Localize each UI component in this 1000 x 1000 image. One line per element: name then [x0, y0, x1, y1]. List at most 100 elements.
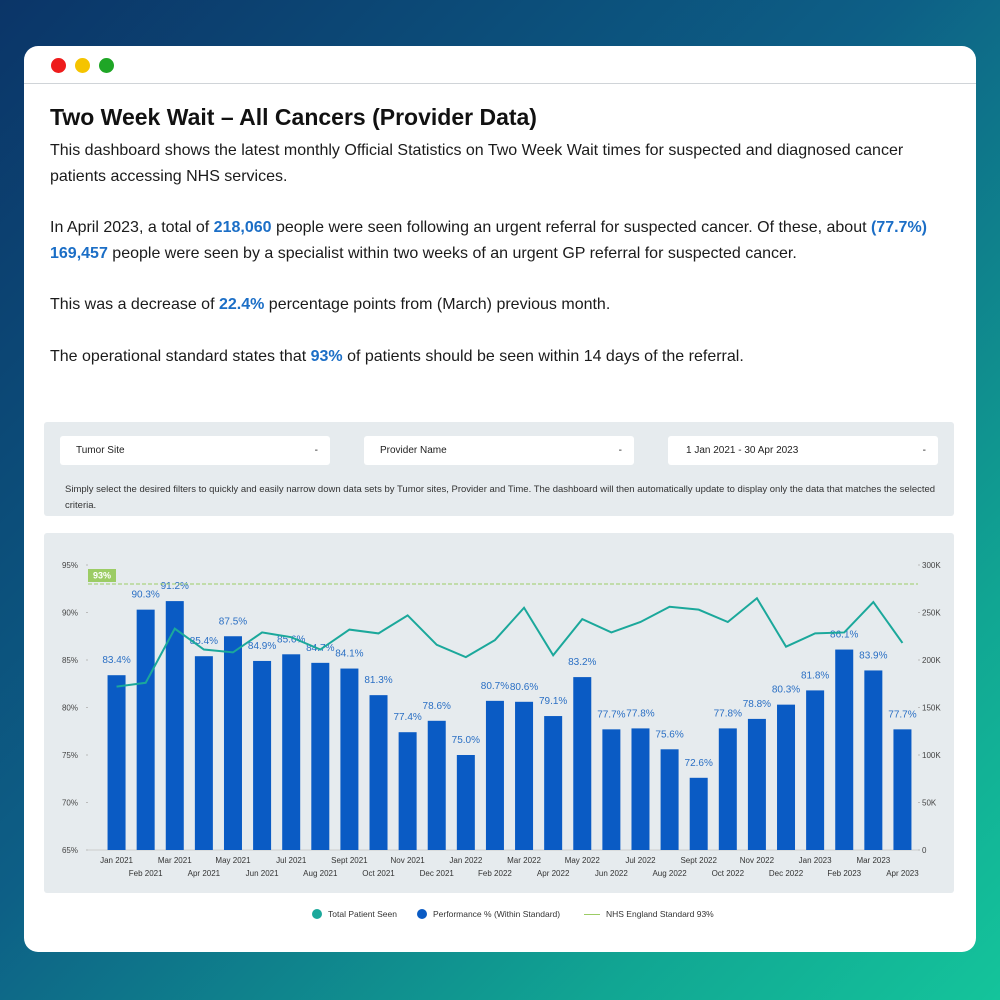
legend-item: Performance % (Within Standard)	[417, 909, 560, 919]
y2-tick-label: 150K	[922, 704, 941, 713]
bar	[311, 662, 330, 850]
bar	[631, 728, 650, 850]
x-tick-label: Apr 2023	[886, 869, 919, 878]
window: Two Week Wait – All Cancers (Provider Da…	[24, 46, 976, 952]
bar	[136, 609, 155, 850]
data-label: 77.7%	[888, 709, 916, 720]
dropdown[interactable]: Provider Name -	[364, 436, 634, 465]
data-label: 84.1%	[335, 649, 363, 660]
data-label: 81.3%	[364, 675, 392, 686]
maximize-button[interactable]	[99, 58, 114, 73]
dropdown-label: 1 Jan 2021 - 30 Apr 2023	[686, 445, 799, 456]
x-tick-label: Feb 2021	[129, 869, 163, 878]
chart: 65% 70% 75% 80% 85% 90% 95% 0 50K 100K 150K 200K 250…	[62, 561, 941, 878]
x-tick-label: Mar 2021	[158, 856, 192, 865]
x-tick-label: Mar 2022	[507, 856, 541, 865]
x-tick-label: Jan 2021	[100, 856, 133, 865]
data-label: 86.1%	[830, 630, 858, 641]
bar	[689, 777, 708, 850]
text-run: This was a decrease of	[50, 296, 219, 313]
x-tick-label: Jun 2022	[595, 869, 628, 878]
bar	[282, 654, 301, 850]
x-tick-label: Jun 2021	[246, 869, 279, 878]
legend-swatch	[584, 913, 600, 915]
x-tick-label: Oct 2022	[712, 869, 745, 878]
data-label: 80.6%	[510, 682, 538, 693]
text-run: This dashboard shows the latest monthly …	[50, 142, 904, 185]
data-label: 91.2%	[161, 581, 189, 592]
data-label: 90.3%	[131, 590, 159, 601]
legend-swatch	[417, 909, 427, 919]
x-tick-label: Sept 2022	[680, 856, 717, 865]
paragraph: The operational standard states that 93%…	[50, 344, 960, 370]
y-tick-label: 85%	[62, 656, 78, 665]
close-button[interactable]	[51, 58, 66, 73]
data-label: 85.4%	[190, 636, 218, 647]
bar	[660, 749, 679, 850]
x-tick-label: Jan 2023	[799, 856, 832, 865]
bar	[718, 728, 737, 850]
dropdown-label: Tumor Site	[76, 445, 125, 456]
text-run: In April 2023, a total of	[50, 219, 214, 236]
dropdown[interactable]: Tumor Site -	[60, 436, 330, 465]
dropdown-arrow: -	[314, 445, 318, 456]
data-label: 77.8%	[714, 708, 742, 719]
x-tick-label: Oct 2021	[362, 869, 395, 878]
y2-tick-label: 300K	[922, 561, 941, 570]
data-label: 83.9%	[859, 650, 887, 661]
summary: This dashboard shows the latest monthly …	[50, 138, 960, 395]
text-run: of patients should be seen within 14 day…	[342, 347, 744, 365]
data-label: 78.8%	[743, 699, 771, 710]
x-tick-label: Apr 2021	[188, 869, 221, 878]
dropdown[interactable]: 1 Jan 2021 - 30 Apr 2023 -	[668, 436, 938, 465]
text-run: people were seen following an urgent ref…	[271, 219, 871, 236]
x-tick-label: Nov 2022	[740, 856, 775, 865]
y-tick-label: 70%	[62, 799, 78, 808]
paragraph: In April 2023, a total of 218,060 people…	[50, 215, 960, 266]
data-label: 78.6%	[423, 701, 451, 712]
bar	[515, 701, 534, 850]
y-tick-label: 80%	[62, 704, 78, 713]
filter-description: Simply select the desired filters to qui…	[65, 484, 936, 511]
bar	[777, 704, 796, 850]
y-tick-label: 65%	[62, 846, 78, 855]
dropdown-arrow: -	[618, 445, 622, 456]
legend-label: NHS England Standard 93%	[606, 909, 714, 919]
y2-tick-label: 250K	[922, 609, 941, 618]
data-label: 83.4%	[102, 655, 130, 666]
bar	[194, 656, 213, 850]
y2-tick-label: 0	[922, 846, 927, 855]
data-label: 77.4%	[393, 712, 421, 723]
y-tick-label: 90%	[62, 609, 78, 618]
x-tick-label: Feb 2022	[478, 869, 512, 878]
bar	[223, 636, 242, 850]
bar	[427, 720, 446, 850]
highlight: 218,060	[213, 219, 272, 236]
legend-item: NHS England Standard 93%	[584, 909, 714, 919]
bar	[165, 601, 184, 850]
divider	[24, 83, 976, 84]
dropdown-label: Provider Name	[380, 445, 447, 456]
x-tick-label: Nov 2021	[391, 856, 426, 865]
bar	[573, 677, 592, 850]
reference-label-bg	[88, 569, 116, 582]
data-label: 77.8%	[626, 708, 654, 719]
paragraph: This dashboard shows the latest monthly …	[50, 138, 960, 189]
data-label: 84.9%	[248, 641, 276, 652]
bar	[456, 755, 475, 850]
dropdown-arrow: -	[922, 445, 926, 456]
chart-panel: 65% 70% 75% 80% 85% 90% 95% 0 50K 100K 150K 200K 250…	[44, 533, 954, 893]
bar	[602, 729, 621, 850]
bar	[806, 690, 825, 850]
x-tick-label: Jul 2022	[625, 856, 656, 865]
bar	[864, 670, 883, 850]
y2-tick-label: 100K	[922, 751, 941, 760]
bar	[485, 700, 504, 850]
data-label: 77.7%	[597, 709, 625, 720]
minimize-button[interactable]	[75, 58, 90, 73]
filter-panel: Simply select the desired filters to qui…	[44, 422, 954, 516]
data-label: 81.8%	[801, 670, 829, 681]
text-run: people were seen by a specialist within …	[107, 244, 797, 262]
data-label: 80.3%	[772, 685, 800, 696]
